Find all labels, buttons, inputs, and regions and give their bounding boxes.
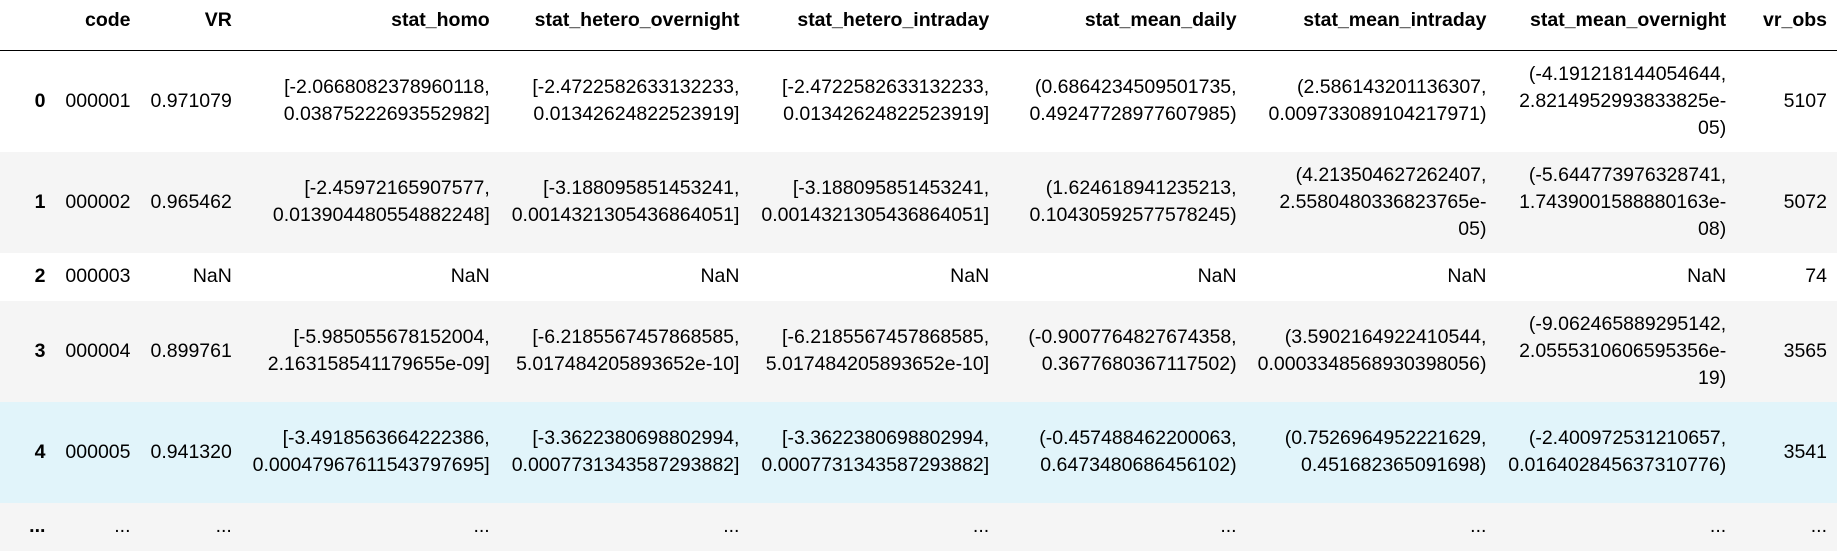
header-stat-mean-daily: stat_mean_daily (999, 0, 1247, 51)
cell-vr-obs: 5107 (1783, 89, 1827, 112)
cell-stat-hetero-overnight: [-3.188095851453241, 0.00143213054368640… (511, 177, 740, 226)
cell-stat-mean-intraday: (3.5902164922410544, 0.00033485689303980… (1257, 326, 1487, 375)
header-row: code VR stat_homo stat_hetero_overnight … (0, 0, 1837, 51)
table-row: 2 000003 NaN NaN NaN NaN NaN NaN NaN 74 (0, 253, 1837, 301)
cell-stat-mean-overnight: (-5.644773976328741, 1.7439001588880163e… (1519, 163, 1727, 240)
cell-vr-obs: 5072 (1783, 190, 1827, 213)
cell-vr: 0.941320 (150, 440, 232, 463)
row-index: 0 (34, 89, 46, 112)
cell-stat-hetero-intraday: ... (972, 515, 990, 537)
cell-stat-homo: NaN (450, 265, 490, 287)
cell-stat-homo: [-2.45972165907577, 0.013904480554882248… (272, 177, 490, 226)
cell-stat-hetero-overnight: NaN (700, 265, 740, 287)
cell-stat-hetero-intraday: [-2.4722582633132233, 0.0134262482252391… (782, 76, 990, 126)
cell-vr-obs: 74 (1805, 265, 1827, 287)
cell-stat-mean-daily: NaN (1197, 265, 1237, 287)
header-vr-obs: vr_obs (1736, 0, 1837, 51)
cell-code: ... (114, 515, 131, 537)
header-index (0, 0, 56, 51)
cell-stat-mean-intraday: NaN (1447, 265, 1487, 287)
cell-vr-obs: ... (1810, 515, 1827, 537)
table-row: 3 000004 0.899761 [-5.985055678152004, 2… (0, 300, 1837, 402)
cell-stat-hetero-intraday: [-3.188095851453241, 0.00143213054368640… (761, 177, 990, 226)
table-row-hovered: 4 000005 0.941320 [-3.4918563664222386, … (0, 401, 1837, 503)
header-stat-mean-overnight: stat_mean_overnight (1496, 0, 1737, 51)
cell-vr: 0.971079 (150, 89, 232, 112)
cell-code: 000004 (65, 339, 131, 362)
header-stat-hetero-intraday: stat_hetero_intraday (749, 0, 1000, 51)
cell-stat-hetero-overnight: [-3.3622380698802994, 0.0007731343587293… (511, 427, 740, 476)
cell-stat-mean-overnight: (-2.400972531210657, 0.01640284563731077… (1508, 427, 1727, 476)
cell-stat-homo: [-2.0668082378960118, 0.0387522269355298… (283, 76, 490, 126)
cell-stat-homo: [-3.4918563664222386, 0.0004796761154379… (252, 427, 490, 476)
cell-code: 000002 (65, 190, 131, 213)
cell-stat-homo: ... (473, 515, 490, 537)
cell-code: 000003 (65, 265, 131, 287)
cell-stat-mean-intraday: (2.586143201136307, 0.009733089104217971… (1268, 76, 1487, 126)
row-index: ... (29, 515, 46, 537)
table-row-ellipsis: ... ... ... ... ... ... ... ... ... ... (0, 502, 1837, 551)
cell-stat-mean-intraday: (4.213504627262407, 2.5580480336823765e-… (1279, 163, 1487, 240)
table-row: 0 000001 0.971079 [-2.0668082378960118, … (0, 51, 1837, 152)
cell-code: 000005 (65, 440, 131, 463)
cell-stat-hetero-intraday: [-6.2185567457868585, 5.017484205893652e… (765, 326, 990, 375)
header-stat-hetero-overnight: stat_hetero_overnight (499, 0, 750, 51)
cell-stat-hetero-intraday: NaN (950, 265, 990, 287)
cell-stat-mean-daily: (-0.457488462200063, 0.6473480686456102) (1039, 427, 1237, 476)
cell-stat-mean-daily: (0.6864234509501735, 0.49247728977607985… (1029, 76, 1237, 126)
cell-vr: 0.965462 (150, 190, 232, 213)
cell-code: 000001 (65, 89, 131, 112)
row-index: 1 (34, 190, 46, 213)
header-vr: VR (140, 0, 242, 51)
table-body: 0 000001 0.971079 [-2.0668082378960118, … (0, 51, 1837, 551)
cell-stat-mean-intraday: ... (1470, 515, 1487, 537)
cell-vr-obs: 3541 (1783, 440, 1827, 463)
header-code: code (55, 0, 141, 51)
header-stat-mean-intraday: stat_mean_intraday (1246, 0, 1497, 51)
cell-vr: NaN (192, 265, 232, 287)
cell-stat-homo: [-5.985055678152004, 2.163158541179655e-… (267, 326, 490, 375)
cell-stat-mean-daily: (-0.9007764827674358, 0.3677680367117502… (1028, 326, 1237, 375)
row-index: 2 (34, 265, 46, 287)
cell-stat-mean-overnight: (-4.191218144054644, 2.8214952993833825e… (1519, 62, 1727, 139)
cell-stat-mean-daily: (1.624618941235213, 0.10430592577578245) (1029, 177, 1237, 226)
cell-vr: 0.899761 (150, 339, 232, 362)
cell-stat-mean-daily: ... (1220, 515, 1237, 537)
table-header: code VR stat_homo stat_hetero_overnight … (0, 0, 1837, 51)
cell-stat-mean-overnight: (-9.062465889295142, 2.0555310606595356e… (1519, 312, 1727, 389)
cell-vr-obs: 3565 (1783, 339, 1827, 362)
cell-stat-mean-intraday: (0.7526964952221629, 0.451682365091698) (1284, 427, 1487, 476)
header-stat-homo: stat_homo (241, 0, 500, 51)
cell-stat-hetero-overnight: ... (723, 515, 740, 537)
cell-stat-hetero-overnight: [-2.4722582633132233, 0.0134262482252391… (532, 76, 740, 126)
row-index: 3 (34, 339, 46, 362)
cell-vr: ... (215, 515, 232, 537)
cell-stat-hetero-overnight: [-6.2185567457868585, 5.017484205893652e… (516, 326, 740, 375)
cell-stat-mean-overnight: NaN (1687, 265, 1727, 287)
table-row: 1 000002 0.965462 [-2.45972165907577, 0.… (0, 151, 1837, 253)
row-index: 4 (34, 440, 46, 463)
cell-stat-hetero-intraday: [-3.3622380698802994, 0.0007731343587293… (761, 427, 990, 476)
cell-stat-mean-overnight: ... (1709, 515, 1727, 537)
